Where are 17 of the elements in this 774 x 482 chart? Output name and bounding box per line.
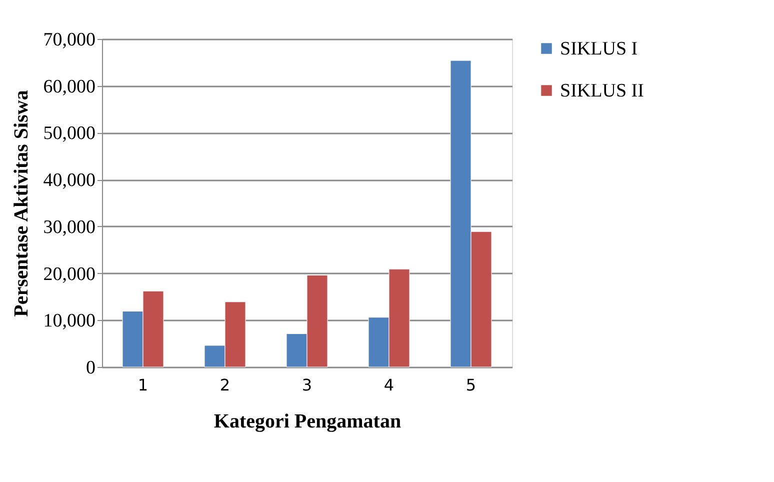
x-axis-title: Kategori Pengamatan: [214, 410, 402, 432]
x-tick-label: 3: [302, 376, 312, 394]
y-tick-label: 70,000: [43, 30, 96, 50]
y-tick-label: 40,000: [43, 170, 96, 192]
x-tick-label: 5: [466, 376, 476, 394]
y-tick-label: 0: [86, 358, 96, 378]
y-tick-label: 30,000: [43, 216, 96, 238]
y-tick-label: 60,000: [43, 76, 96, 98]
legend-label: SIKLUS I: [560, 38, 638, 60]
x-tick-label: 4: [384, 376, 394, 394]
y-axis-title: Persentase Aktivitas Siswa: [10, 90, 32, 317]
y-tick-label: 10,000: [43, 310, 96, 332]
legend-label: SIKLUS II: [560, 80, 644, 102]
x-tick-label: 2: [220, 376, 230, 394]
x-tick-label: 1: [138, 376, 148, 394]
y-tick-label: 50,000: [43, 123, 96, 144]
y-tick-label: 20,000: [43, 264, 96, 285]
